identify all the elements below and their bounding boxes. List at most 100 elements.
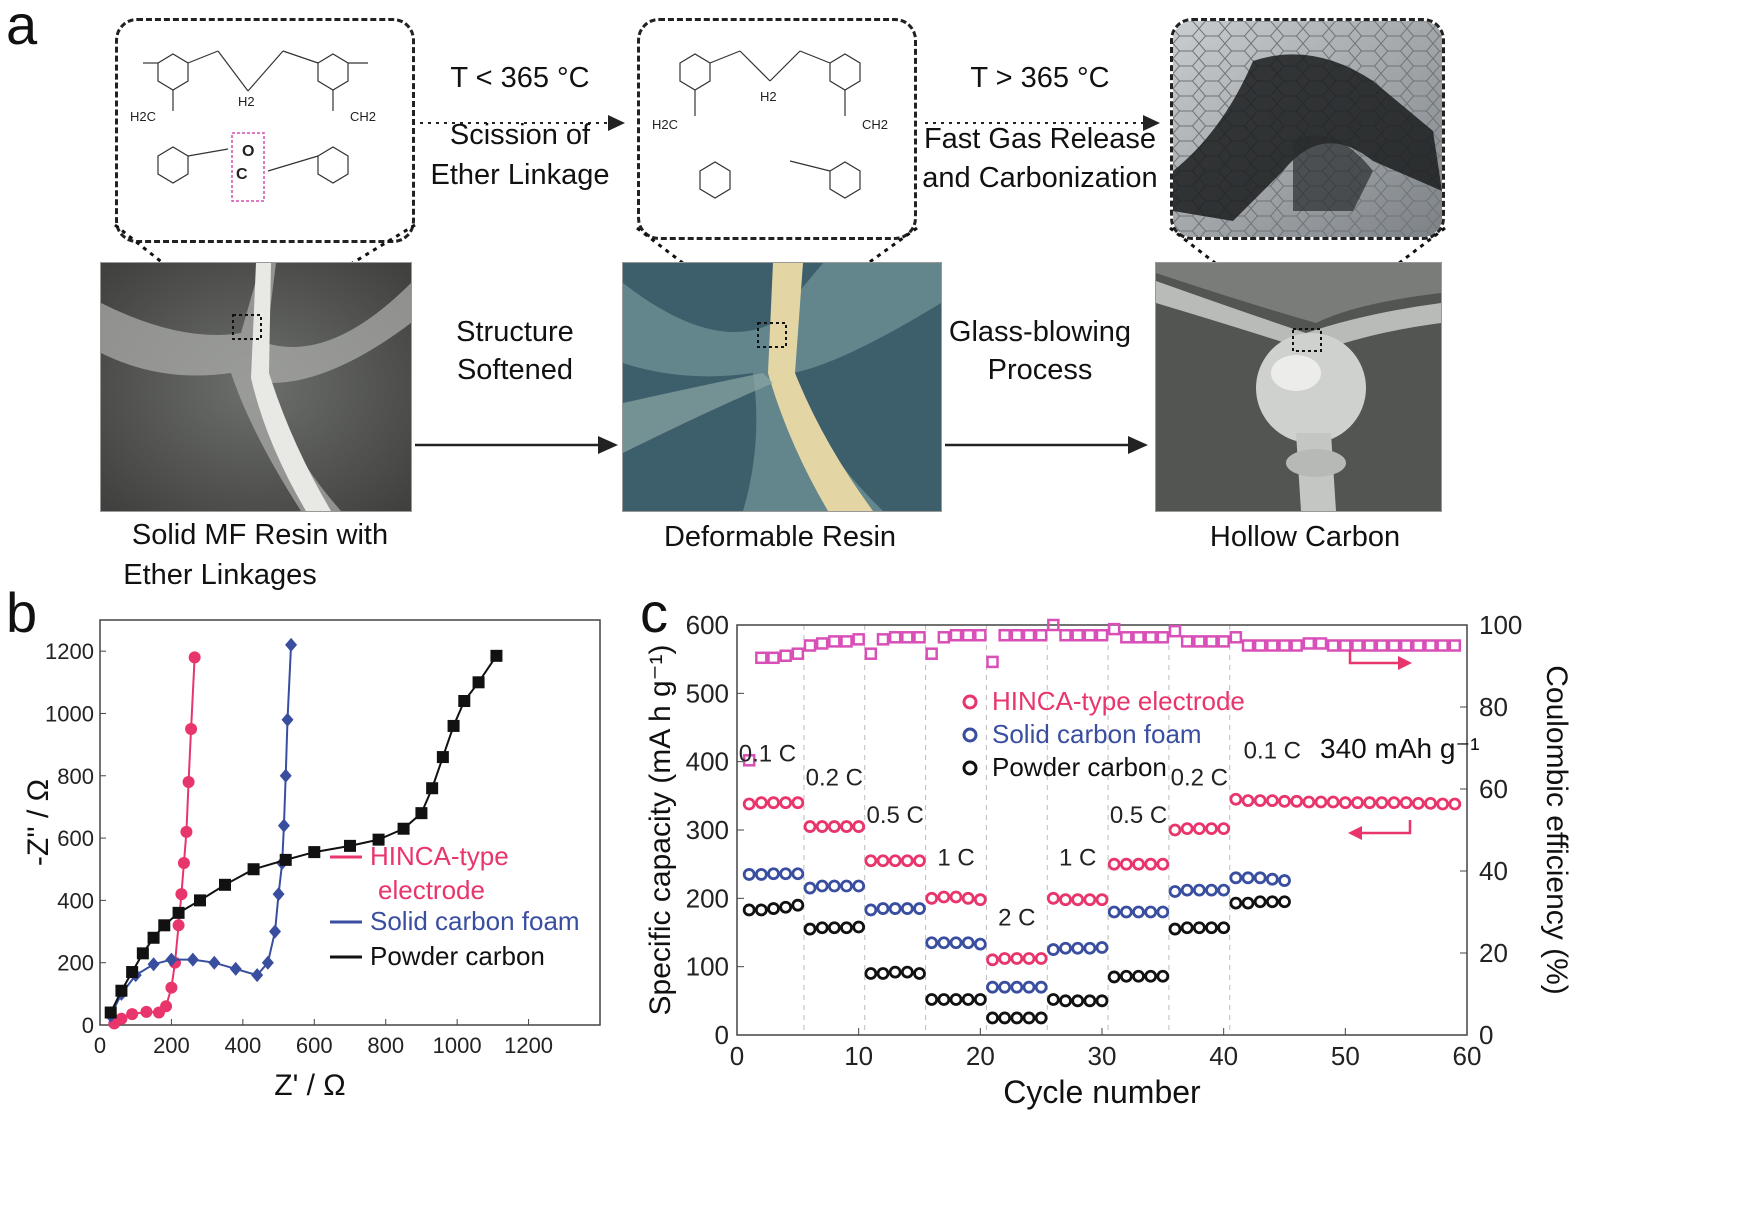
caption-solid-resin-line2: Ether Linkages — [123, 559, 317, 591]
data-point — [472, 676, 485, 689]
rate-label: 0.5 C — [866, 802, 923, 829]
y2-tick-label: 40 — [1479, 856, 1508, 886]
chem2-h2-label: H2 — [760, 89, 777, 104]
data-point — [1132, 857, 1145, 871]
data-point — [182, 776, 195, 788]
data-point — [767, 796, 780, 810]
data-point — [219, 878, 231, 891]
data-point — [949, 890, 963, 904]
data-point — [974, 629, 987, 642]
data-point — [1411, 796, 1425, 810]
data-point — [1095, 941, 1109, 954]
data-point — [1387, 796, 1401, 810]
data-point — [1290, 639, 1303, 652]
data-point — [147, 931, 160, 944]
data-point — [803, 922, 817, 936]
data-point — [986, 953, 999, 967]
data-point — [1363, 796, 1377, 810]
data-point — [925, 647, 938, 660]
data-point — [1241, 794, 1255, 808]
data-point — [1156, 969, 1170, 983]
graphene-zoom-box — [1170, 18, 1445, 240]
data-point — [876, 967, 890, 980]
data-point — [937, 936, 951, 950]
data-point — [1022, 629, 1036, 642]
data-point — [767, 651, 780, 665]
data-point — [998, 980, 1012, 994]
legend-label: Solid carbon foam — [992, 719, 1202, 749]
data-point — [126, 966, 139, 979]
chem-h2-label: H2 — [238, 94, 255, 109]
data-point — [1083, 941, 1097, 955]
data-point — [1180, 883, 1194, 897]
data-point — [1120, 631, 1133, 644]
legend-marker — [962, 694, 978, 710]
data-point — [1144, 905, 1158, 919]
y-tick-label: 600 — [57, 826, 94, 851]
data-point — [840, 921, 853, 935]
mid1-line1: Structure — [456, 316, 574, 348]
data-point — [1217, 635, 1230, 648]
x-tick-label: 200 — [153, 1033, 190, 1058]
data-point — [126, 1008, 139, 1021]
data-point — [742, 903, 756, 917]
data-point — [876, 854, 890, 868]
data-point — [1363, 639, 1376, 652]
data-point — [1217, 921, 1231, 935]
data-point — [447, 719, 460, 732]
data-point — [827, 921, 841, 935]
data-point — [1351, 796, 1364, 810]
mid1-line2: Softened — [456, 354, 574, 386]
data-point — [1022, 980, 1036, 994]
data-point — [1059, 994, 1072, 1008]
y-tick-label: 300 — [686, 815, 729, 845]
data-point — [261, 955, 274, 970]
data-point — [1448, 639, 1462, 652]
data-point — [1253, 794, 1267, 808]
data-point — [1034, 980, 1048, 994]
data-point — [1375, 796, 1389, 810]
data-point — [104, 1006, 117, 1019]
data-point — [1205, 635, 1218, 648]
data-point — [864, 647, 878, 660]
data-point — [937, 890, 951, 904]
data-point — [1034, 1011, 1048, 1025]
x-tick-label: 10 — [844, 1041, 873, 1071]
rate-label: 0.5 C — [1110, 802, 1167, 829]
data-point — [1192, 921, 1206, 935]
data-point — [490, 649, 503, 662]
data-point — [1083, 994, 1097, 1008]
data-point — [961, 891, 975, 905]
legend-label: Powder carbon — [370, 941, 545, 971]
data-point — [901, 631, 914, 644]
legend-label: Solid carbon foam — [370, 906, 580, 936]
y-tick-label: 500 — [686, 678, 729, 708]
data-point — [900, 902, 914, 915]
data-point — [815, 879, 829, 893]
sem-image-deformable-resin — [622, 262, 942, 512]
mid2-line1: Glass-blowing — [948, 316, 1132, 348]
data-point — [961, 629, 975, 642]
data-point — [852, 633, 865, 646]
data-point — [165, 952, 178, 967]
data-point — [1034, 952, 1048, 965]
data-point — [160, 1000, 173, 1013]
data-point — [1265, 895, 1279, 909]
data-point — [998, 952, 1012, 965]
data-point — [1290, 794, 1304, 808]
data-point — [272, 887, 285, 902]
legend-label: HINCA-type electrode — [992, 686, 1245, 716]
data-point — [1339, 639, 1352, 652]
rate-label: 0.2 C — [1171, 765, 1228, 792]
y-tick-label: 200 — [686, 883, 729, 913]
data-point — [1192, 822, 1206, 836]
data-point — [900, 854, 914, 868]
plot-frame — [99, 619, 601, 1026]
mid2-line2: Process — [987, 354, 1093, 386]
data-point — [852, 820, 866, 833]
data-point — [158, 919, 171, 932]
data-point — [791, 796, 805, 810]
data-point — [828, 635, 841, 648]
chem-o-label: O — [242, 143, 254, 160]
x-tick-label: 0 — [94, 1033, 106, 1058]
